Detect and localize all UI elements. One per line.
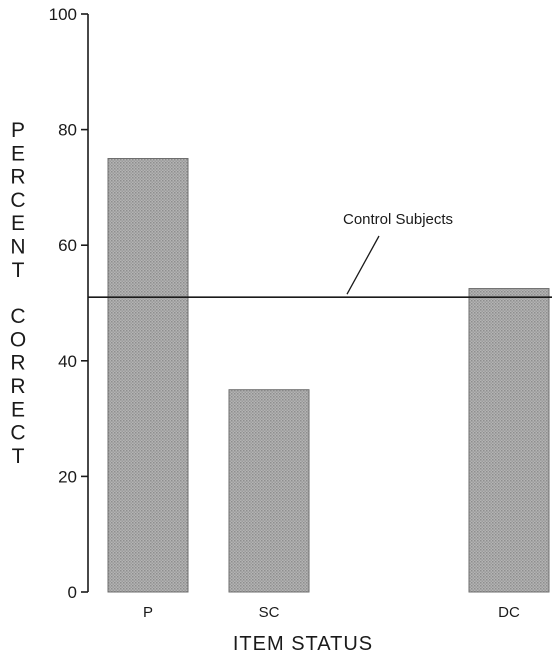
y-axis-title-letter: T [12, 259, 25, 282]
y-tick-label: 20 [58, 467, 77, 486]
y-tick-label: 100 [49, 5, 77, 24]
y-tick-label: 40 [58, 352, 77, 371]
bars [107, 158, 550, 593]
x-tick-label-p: P [143, 604, 153, 621]
y-axis-title-letter: T [12, 445, 25, 468]
y-axis-title-letter: N [10, 236, 25, 259]
bar-sc [228, 389, 310, 593]
y-axis-title-letter: R [10, 352, 25, 375]
y-axis-title-letter: C [10, 422, 25, 445]
y-tick-label: 0 [68, 583, 77, 602]
y-axis-title-letter: R [10, 166, 25, 189]
y-axis-title-letter: C [10, 305, 25, 328]
y-axis-title-letter: E [11, 212, 25, 235]
y-axis-title-letter: P [11, 119, 25, 142]
y-axis-title-letter: R [10, 375, 25, 398]
y-axis-title-letter: O [10, 328, 26, 351]
x-tick-label-dc: DC [498, 604, 520, 621]
y-tick-label: 60 [58, 236, 77, 255]
x-axis-tick-labels: P SC DC [143, 604, 520, 621]
y-axis-title-letter: E [11, 142, 25, 165]
x-tick-label-sc: SC [259, 604, 280, 621]
control-subjects-leader [346, 235, 380, 295]
bar-p [107, 158, 189, 593]
bar-dc [468, 288, 550, 593]
control-subjects-label: Control Subjects [343, 211, 453, 228]
y-axis: 0 20 40 60 80 100 [49, 5, 89, 602]
x-axis-title: ITEM STATUS [233, 633, 373, 655]
y-axis-title-letter: E [11, 398, 25, 421]
y-tick-label: 80 [58, 121, 77, 140]
y-axis-title-letter: C [10, 189, 25, 212]
